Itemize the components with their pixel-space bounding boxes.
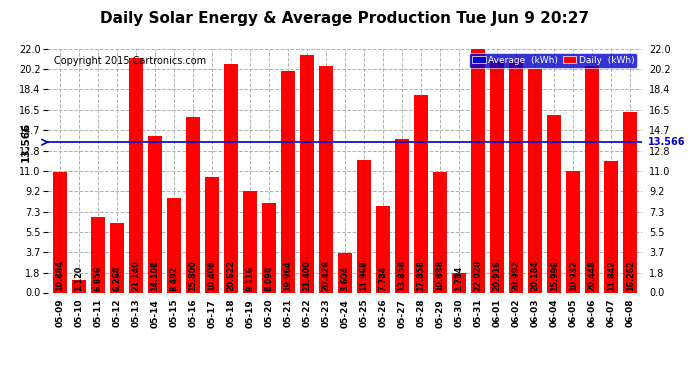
Bar: [90, 216, 105, 292]
Bar: [623, 112, 638, 292]
Text: 10.408: 10.408: [208, 260, 217, 291]
Bar: [243, 192, 257, 292]
Text: 3.604: 3.604: [340, 266, 350, 291]
Legend: Average  (kWh), Daily  (kWh): Average (kWh), Daily (kWh): [469, 53, 637, 68]
Bar: [357, 160, 371, 292]
Bar: [395, 139, 409, 292]
Bar: [490, 61, 504, 292]
Text: 14.108: 14.108: [150, 260, 159, 291]
Bar: [566, 171, 580, 292]
Bar: [471, 48, 485, 292]
Bar: [452, 273, 466, 292]
Bar: [376, 206, 390, 292]
Text: Copyright 2015 Cartronics.com: Copyright 2015 Cartronics.com: [55, 56, 206, 66]
Bar: [128, 58, 143, 292]
Text: 10.932: 10.932: [569, 260, 578, 291]
Bar: [433, 172, 447, 292]
Text: 17.858: 17.858: [417, 260, 426, 291]
Text: 9.116: 9.116: [246, 266, 255, 291]
Text: 13.566: 13.566: [648, 137, 685, 147]
Text: 20.448: 20.448: [588, 260, 597, 291]
Bar: [547, 115, 562, 292]
Text: 13.566: 13.566: [21, 122, 31, 162]
Text: 21.140: 21.140: [131, 260, 140, 291]
Text: 15.996: 15.996: [550, 261, 559, 291]
Text: 19.964: 19.964: [284, 261, 293, 291]
Text: 21.400: 21.400: [302, 260, 311, 291]
Text: 11.842: 11.842: [607, 260, 615, 291]
Text: 10.888: 10.888: [435, 260, 444, 291]
Bar: [604, 161, 618, 292]
Text: 20.184: 20.184: [531, 260, 540, 291]
Text: 1.120: 1.120: [75, 266, 83, 291]
Text: 8.492: 8.492: [169, 266, 178, 291]
Bar: [262, 203, 276, 292]
Text: 6.856: 6.856: [93, 266, 102, 291]
Bar: [585, 66, 600, 292]
Bar: [72, 280, 86, 292]
Bar: [300, 56, 314, 292]
Text: 8.098: 8.098: [264, 266, 273, 291]
Text: 13.858: 13.858: [397, 260, 406, 291]
Bar: [509, 60, 523, 292]
Text: 1.784: 1.784: [455, 266, 464, 291]
Bar: [52, 172, 67, 292]
Text: 7.784: 7.784: [379, 266, 388, 291]
Text: 20.992: 20.992: [512, 260, 521, 291]
Bar: [338, 253, 352, 292]
Text: 16.262: 16.262: [626, 260, 635, 291]
Bar: [319, 66, 333, 292]
Bar: [186, 117, 200, 292]
Bar: [205, 177, 219, 292]
Text: 20.622: 20.622: [226, 260, 235, 291]
Bar: [148, 136, 162, 292]
Text: 15.800: 15.800: [188, 260, 197, 291]
Text: 22.020: 22.020: [473, 260, 482, 291]
Text: 20.916: 20.916: [493, 260, 502, 291]
Bar: [414, 94, 428, 292]
Text: 20.428: 20.428: [322, 260, 331, 291]
Bar: [224, 64, 238, 292]
Bar: [281, 71, 295, 292]
Bar: [167, 198, 181, 292]
Bar: [110, 223, 124, 292]
Bar: [528, 69, 542, 292]
Text: 10.884: 10.884: [55, 260, 64, 291]
Text: 11.968: 11.968: [359, 260, 368, 291]
Text: Daily Solar Energy & Average Production Tue Jun 9 20:27: Daily Solar Energy & Average Production …: [101, 11, 589, 26]
Text: 6.268: 6.268: [112, 266, 121, 291]
